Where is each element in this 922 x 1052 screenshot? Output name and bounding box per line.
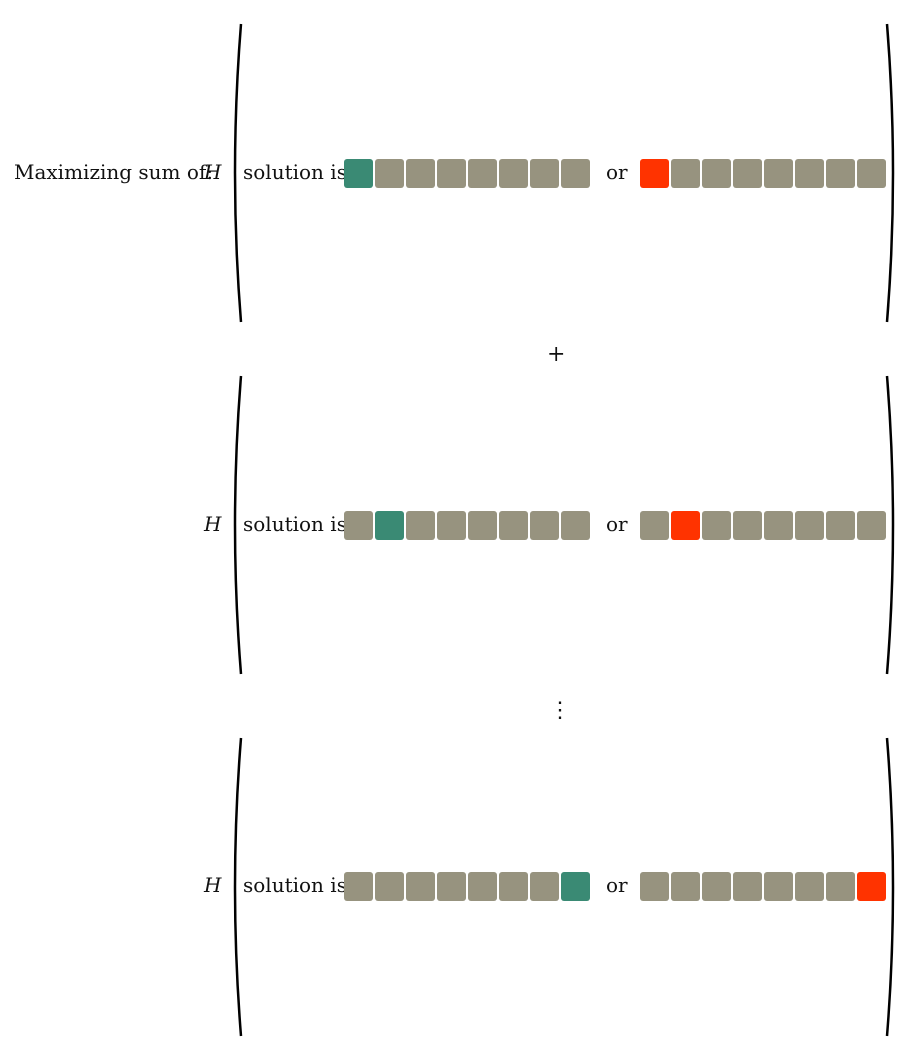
solution-red-row <box>640 511 890 543</box>
left-paren-icon <box>233 375 243 675</box>
neutral-square <box>671 872 700 901</box>
vdots: ⋮ <box>549 698 571 723</box>
neutral-square <box>499 159 528 188</box>
neutral-square <box>764 872 793 901</box>
plus-sign: + <box>547 342 566 367</box>
solution-label: solution is <box>243 512 347 536</box>
neutral-square <box>406 511 435 540</box>
solution-red-row <box>640 872 890 904</box>
solution-red-row <box>640 159 890 191</box>
neutral-square <box>857 511 886 540</box>
left-paren-icon <box>233 737 243 1037</box>
neutral-square <box>733 159 762 188</box>
neutral-square <box>795 511 824 540</box>
h-symbol: H <box>204 160 222 184</box>
solution-green-row <box>344 872 594 904</box>
or-label: or <box>606 160 628 184</box>
right-paren-icon <box>885 375 895 675</box>
left-paren-icon <box>233 23 243 323</box>
h-symbol: H <box>204 873 222 897</box>
solution-label: solution is <box>243 160 347 184</box>
h-symbol: H <box>204 512 222 536</box>
highlighted-square <box>857 872 886 901</box>
or-label: or <box>606 512 628 536</box>
neutral-square <box>499 872 528 901</box>
neutral-square <box>733 872 762 901</box>
solution-green-row <box>344 511 594 543</box>
neutral-square <box>375 159 404 188</box>
neutral-square <box>561 511 590 540</box>
right-paren-icon <box>885 737 895 1037</box>
neutral-square <box>640 872 669 901</box>
neutral-square <box>437 872 466 901</box>
neutral-square <box>530 872 559 901</box>
neutral-square <box>826 511 855 540</box>
highlighted-square <box>561 872 590 901</box>
neutral-square <box>468 511 497 540</box>
neutral-square <box>702 872 731 901</box>
neutral-square <box>764 511 793 540</box>
neutral-square <box>671 159 700 188</box>
neutral-square <box>826 159 855 188</box>
neutral-square <box>640 511 669 540</box>
neutral-square <box>826 872 855 901</box>
neutral-square <box>795 159 824 188</box>
or-label: or <box>606 873 628 897</box>
highlighted-square <box>375 511 404 540</box>
neutral-square <box>530 511 559 540</box>
neutral-square <box>702 159 731 188</box>
neutral-square <box>375 872 404 901</box>
solution-green-row <box>344 159 594 191</box>
solution-label: solution is <box>243 873 347 897</box>
neutral-square <box>468 159 497 188</box>
neutral-square <box>702 511 731 540</box>
neutral-square <box>437 511 466 540</box>
right-paren-icon <box>885 23 895 323</box>
neutral-square <box>733 511 762 540</box>
neutral-square <box>499 511 528 540</box>
neutral-square <box>857 159 886 188</box>
neutral-square <box>406 159 435 188</box>
neutral-square <box>561 159 590 188</box>
neutral-square <box>437 159 466 188</box>
neutral-square <box>764 159 793 188</box>
highlighted-square <box>640 159 669 188</box>
neutral-square <box>344 872 373 901</box>
neutral-square <box>468 872 497 901</box>
neutral-square <box>344 511 373 540</box>
highlighted-square <box>344 159 373 188</box>
neutral-square <box>795 872 824 901</box>
highlighted-square <box>671 511 700 540</box>
intro-label: Maximizing sum of: <box>14 160 214 184</box>
neutral-square <box>530 159 559 188</box>
neutral-square <box>406 872 435 901</box>
